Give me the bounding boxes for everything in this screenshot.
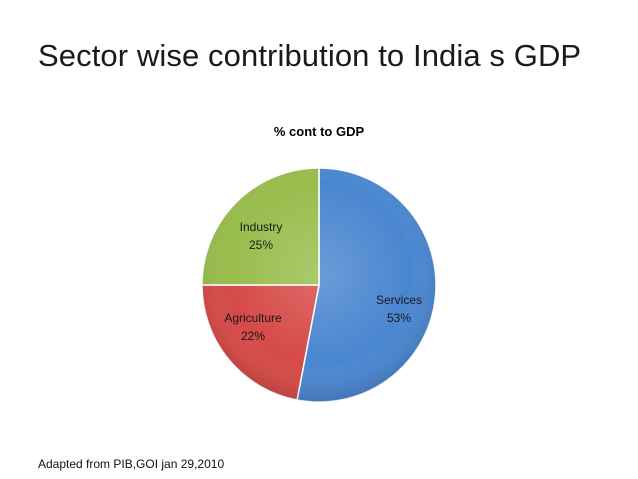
slide-title: Sector wise contribution to India s GDP (38, 38, 582, 73)
slice-value-label: 22% (241, 329, 265, 343)
chart-title: % cont to GDP (274, 124, 365, 139)
slice-category-label: Industry (240, 220, 283, 234)
slice-value-label: 53% (387, 311, 411, 325)
slice-value-label: 25% (249, 238, 273, 252)
slice-labels: Services 53% Agriculture 22% Industry 25% (224, 220, 422, 343)
source-note: Adapted from PIB,GOI jan 29,2010 (38, 457, 225, 471)
pie-slices (201, 167, 437, 403)
slice-category-label: Agriculture (224, 311, 282, 325)
slice-category-label: Services (376, 293, 422, 307)
